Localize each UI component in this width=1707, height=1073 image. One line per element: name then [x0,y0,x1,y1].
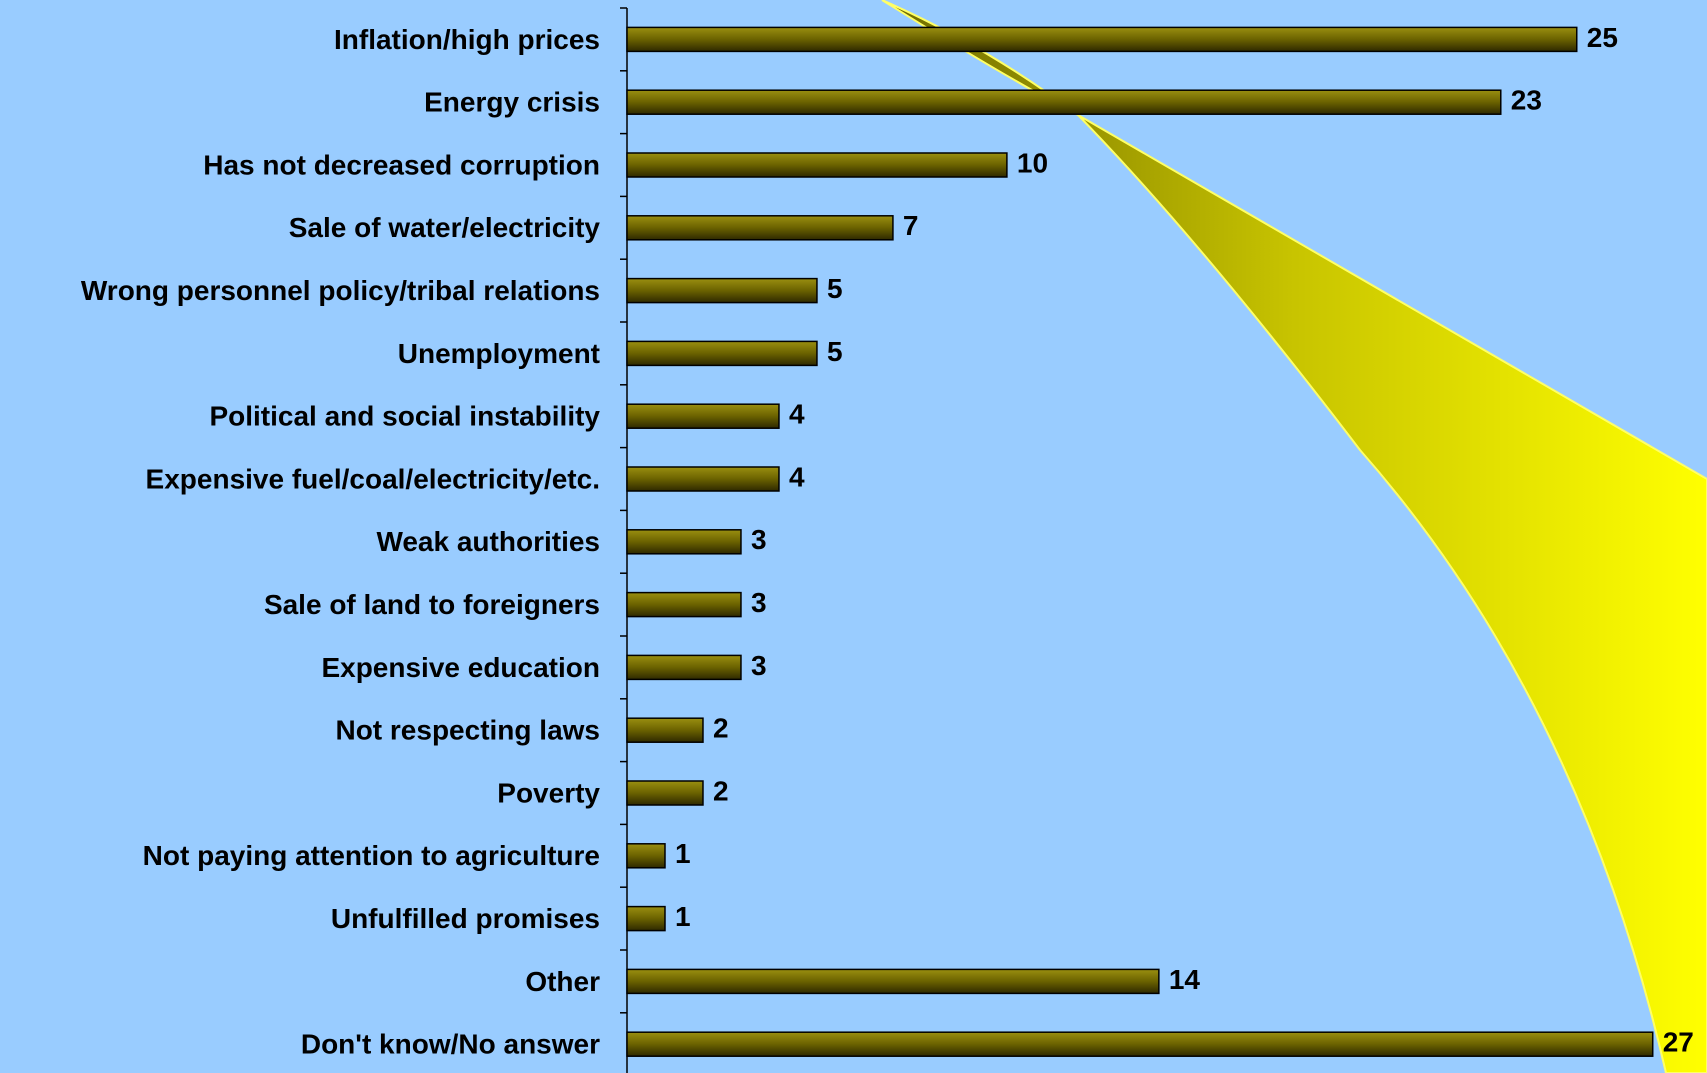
value-label: 5 [827,336,843,367]
bar [627,341,817,365]
value-label: 1 [675,901,691,932]
value-label: 2 [713,713,729,744]
bar [627,907,665,931]
value-label: 2 [713,775,729,806]
bar [627,655,741,679]
category-label: Weak authorities [376,526,600,557]
bar [627,153,1007,177]
value-label: 27 [1663,1027,1694,1058]
value-label: 7 [903,210,919,241]
value-label: 14 [1169,964,1201,995]
category-label: Sale of land to foreigners [264,589,600,620]
value-label: 5 [827,273,843,304]
category-label: Expensive fuel/coal/electricity/etc. [146,463,600,494]
category-label: Energy crisis [424,87,600,118]
value-label: 3 [751,524,767,555]
value-label: 10 [1017,147,1048,178]
category-label: Other [525,966,600,997]
category-label: Not paying attention to agriculture [143,840,600,871]
category-label: Political and social instability [209,401,600,432]
bar [627,467,779,491]
bar [627,593,741,617]
bar [627,844,665,868]
category-label: Expensive education [321,652,600,683]
bar [627,969,1159,993]
category-label: Unemployment [398,338,600,369]
value-label: 1 [675,838,691,869]
bar [627,718,703,742]
category-label: Don't know/No answer [301,1029,600,1060]
category-label: Poverty [497,777,600,808]
category-label: Inflation/high prices [334,24,600,55]
value-label: 3 [751,650,767,681]
value-label: 3 [751,587,767,618]
category-label: Wrong personnel policy/tribal relations [81,275,600,306]
value-label: 4 [789,399,805,430]
bar [627,27,1577,51]
bar [627,90,1501,114]
category-label: Sale of water/electricity [289,212,601,243]
value-label: 4 [789,461,805,492]
chart: Inflation/high prices25Energy crisis23Ha… [0,0,1707,1073]
bar [627,1032,1653,1056]
bar [627,781,703,805]
bar [627,279,817,303]
value-label: 25 [1587,22,1618,53]
category-label: Has not decreased corruption [203,149,600,180]
bar [627,530,741,554]
category-label: Unfulfilled promises [331,903,600,934]
bar [627,216,893,240]
category-label: Not respecting laws [335,715,600,746]
value-label: 23 [1511,85,1542,116]
bar [627,404,779,428]
